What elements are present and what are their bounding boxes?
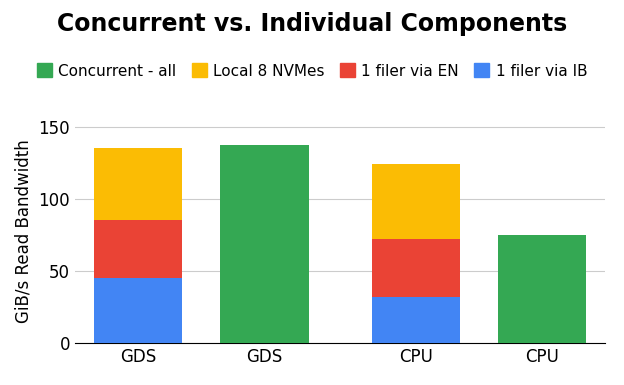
Legend: Concurrent - all, Local 8 NVMes, 1 filer via EN, 1 filer via IB: Concurrent - all, Local 8 NVMes, 1 filer… (37, 64, 587, 79)
Bar (498, 234, 587, 343)
Bar (372, 296, 460, 343)
Bar (372, 239, 460, 296)
Bar (94, 220, 182, 278)
Bar (220, 145, 308, 343)
Bar (372, 164, 460, 239)
Y-axis label: GiB/s Read Bandwidth: GiB/s Read Bandwidth (15, 139, 33, 323)
Bar (94, 148, 182, 220)
Text: Concurrent vs. Individual Components: Concurrent vs. Individual Components (57, 12, 567, 35)
Bar (94, 278, 182, 343)
